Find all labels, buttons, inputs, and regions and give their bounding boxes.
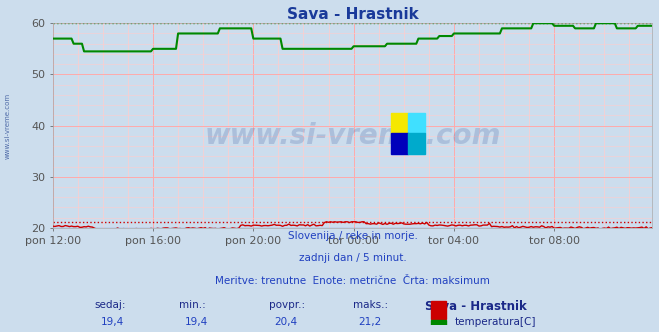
Text: 19,4: 19,4	[101, 317, 124, 327]
Text: Meritve: trenutne  Enote: metrične  Črta: maksimum: Meritve: trenutne Enote: metrične Črta: …	[215, 276, 490, 286]
Bar	[391, 113, 408, 133]
Text: www.si-vreme.com: www.si-vreme.com	[5, 93, 11, 159]
Text: Slovenija / reke in morje.: Slovenija / reke in morje.	[287, 231, 418, 241]
Text: temperatura[C]: temperatura[C]	[455, 317, 536, 327]
Text: www.si-vreme.com: www.si-vreme.com	[204, 122, 501, 150]
Text: povpr.:: povpr.:	[269, 300, 304, 310]
Text: min.:: min.:	[179, 300, 206, 310]
Bar	[408, 133, 424, 154]
FancyBboxPatch shape	[430, 301, 445, 318]
Text: Sava - Hrastnik: Sava - Hrastnik	[424, 300, 527, 313]
Bar	[408, 113, 424, 133]
Text: sedaj:: sedaj:	[95, 300, 126, 310]
Text: 21,2: 21,2	[358, 317, 382, 327]
FancyBboxPatch shape	[430, 319, 445, 332]
Title: Sava - Hrastnik: Sava - Hrastnik	[287, 7, 418, 22]
Text: maks.:: maks.:	[353, 300, 387, 310]
Text: 19,4: 19,4	[185, 317, 208, 327]
Text: 20,4: 20,4	[275, 317, 298, 327]
Text: zadnji dan / 5 minut.: zadnji dan / 5 minut.	[299, 253, 407, 263]
Bar	[391, 133, 408, 154]
